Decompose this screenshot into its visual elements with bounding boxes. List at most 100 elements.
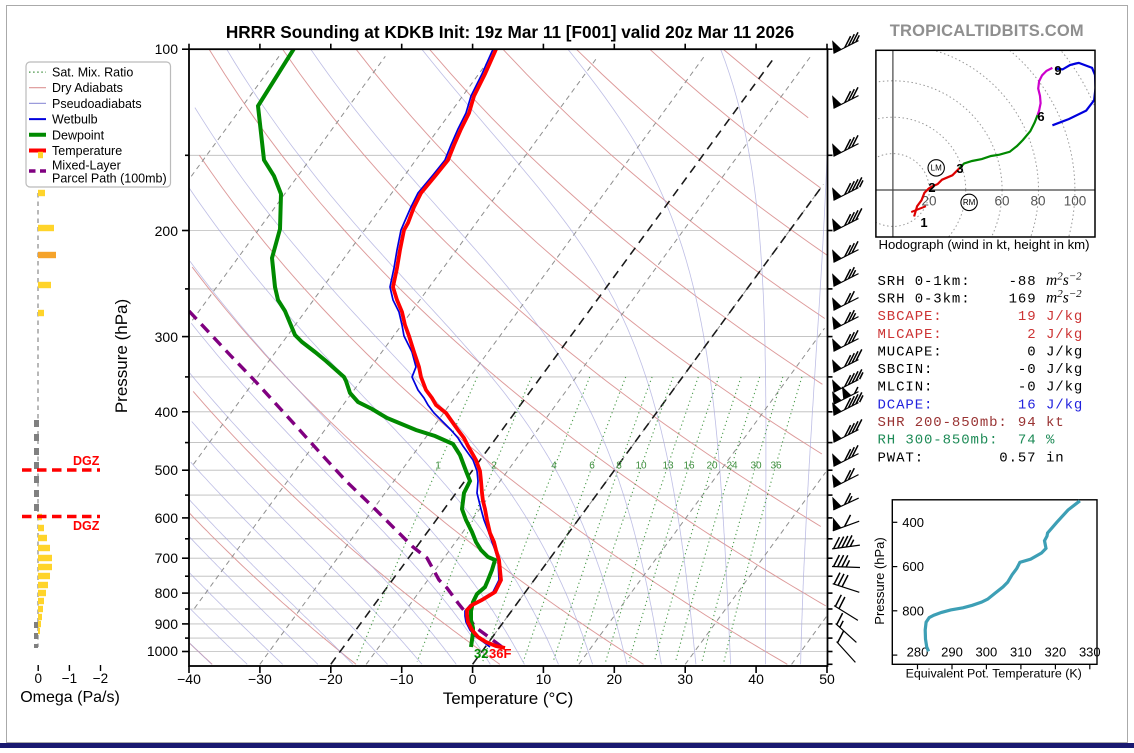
svg-text:J/kg: J/kg bbox=[1046, 309, 1083, 325]
svg-text:300: 300 bbox=[155, 329, 179, 345]
svg-text:−2: −2 bbox=[93, 671, 108, 686]
svg-text:0: 0 bbox=[469, 671, 477, 687]
svg-text:in: in bbox=[1046, 450, 1065, 466]
svg-text:J/kg: J/kg bbox=[1046, 362, 1083, 378]
svg-text:800: 800 bbox=[902, 603, 924, 618]
svg-text:800: 800 bbox=[155, 585, 179, 601]
svg-text:30: 30 bbox=[750, 461, 762, 472]
svg-text:LM: LM bbox=[931, 164, 942, 173]
svg-text:kt: kt bbox=[1046, 415, 1065, 431]
svg-text:400: 400 bbox=[902, 515, 924, 530]
svg-text:32: 32 bbox=[474, 646, 488, 661]
svg-text:36F: 36F bbox=[489, 646, 511, 661]
svg-text:2: 2 bbox=[928, 180, 935, 195]
svg-text:36: 36 bbox=[770, 461, 782, 472]
svg-text:600: 600 bbox=[155, 510, 179, 526]
svg-text:310: 310 bbox=[1010, 644, 1032, 659]
svg-text:16: 16 bbox=[1018, 397, 1037, 413]
svg-text:Sat. Mix. Ratio: Sat. Mix. Ratio bbox=[52, 66, 133, 80]
svg-text:1: 1 bbox=[920, 215, 927, 230]
svg-text:SBCAPE:: SBCAPE: bbox=[878, 309, 943, 325]
svg-text:80: 80 bbox=[1030, 194, 1045, 209]
svg-text:−40: −40 bbox=[177, 671, 201, 687]
svg-text:3: 3 bbox=[956, 161, 963, 176]
svg-text:280: 280 bbox=[907, 644, 929, 659]
svg-text:RH 300-850mb:: RH 300-850mb: bbox=[878, 433, 999, 449]
svg-text:290: 290 bbox=[941, 644, 963, 659]
svg-text:24: 24 bbox=[726, 461, 738, 472]
svg-text:9: 9 bbox=[1054, 63, 1061, 78]
svg-text:−10: −10 bbox=[390, 671, 414, 687]
svg-text:DCAPE:: DCAPE: bbox=[878, 397, 934, 413]
svg-text:700: 700 bbox=[155, 550, 179, 566]
svg-text:Temperature: Temperature bbox=[52, 144, 122, 158]
svg-text:200: 200 bbox=[155, 223, 179, 239]
svg-text:MUCAPE:: MUCAPE: bbox=[878, 344, 943, 360]
svg-text:DGZ: DGZ bbox=[73, 454, 100, 468]
svg-text:SRH 0-1km:: SRH 0-1km: bbox=[878, 274, 971, 290]
svg-text:Dewpoint: Dewpoint bbox=[52, 128, 105, 142]
svg-text:RM: RM bbox=[963, 198, 976, 207]
svg-text:94: 94 bbox=[1018, 415, 1037, 431]
svg-text:6: 6 bbox=[1037, 109, 1044, 124]
svg-text:0: 0 bbox=[1027, 344, 1036, 360]
svg-text:−1: −1 bbox=[62, 671, 77, 686]
svg-text:4: 4 bbox=[551, 461, 557, 472]
svg-text:1: 1 bbox=[435, 461, 441, 472]
svg-text:400: 400 bbox=[155, 404, 179, 420]
svg-text:100: 100 bbox=[1064, 194, 1087, 209]
svg-text:%: % bbox=[1046, 433, 1055, 449]
svg-text:MLCIN:: MLCIN: bbox=[878, 380, 934, 396]
svg-text:J/kg: J/kg bbox=[1046, 344, 1083, 360]
svg-text:20: 20 bbox=[706, 461, 718, 472]
svg-text:J/kg: J/kg bbox=[1046, 380, 1083, 396]
svg-text:SBCIN:: SBCIN: bbox=[878, 362, 934, 378]
svg-text:−30: −30 bbox=[248, 671, 272, 687]
svg-text:Parcel Path (100mb): Parcel Path (100mb) bbox=[52, 172, 167, 186]
svg-text:-88: -88 bbox=[1009, 274, 1037, 290]
svg-text:-0: -0 bbox=[1018, 362, 1037, 378]
svg-text:−20: −20 bbox=[319, 671, 343, 687]
svg-text:100: 100 bbox=[155, 41, 179, 57]
svg-text:Equivalent Pot. Temperature (K: Equivalent Pot. Temperature (K) bbox=[906, 667, 1082, 681]
svg-text:10: 10 bbox=[536, 671, 552, 687]
svg-text:330: 330 bbox=[1079, 644, 1101, 659]
svg-text:300: 300 bbox=[976, 644, 998, 659]
svg-text:10: 10 bbox=[635, 461, 647, 472]
svg-text:SHR 200-850mb:: SHR 200-850mb: bbox=[878, 415, 1008, 431]
svg-text:60: 60 bbox=[994, 194, 1009, 209]
svg-text:-0: -0 bbox=[1018, 380, 1037, 396]
svg-text:600: 600 bbox=[902, 559, 924, 574]
svg-text:Dry Adiabats: Dry Adiabats bbox=[52, 81, 123, 95]
svg-text:20: 20 bbox=[607, 671, 623, 687]
svg-text:HRRR Sounding at KDKB Init: 19: HRRR Sounding at KDKB Init: 19z Mar 11 [… bbox=[226, 22, 794, 42]
svg-text:MLCAPE:: MLCAPE: bbox=[878, 327, 943, 343]
svg-text:DGZ: DGZ bbox=[73, 519, 100, 533]
svg-text:900: 900 bbox=[155, 616, 179, 632]
svg-text:J/kg: J/kg bbox=[1046, 397, 1083, 413]
svg-text:Omega (Pa/s): Omega (Pa/s) bbox=[20, 689, 120, 706]
svg-text:SRH 0-3km:: SRH 0-3km: bbox=[878, 291, 971, 307]
svg-text:0: 0 bbox=[34, 671, 42, 686]
svg-text:J/kg: J/kg bbox=[1046, 327, 1083, 343]
svg-text:Pressure (hPa): Pressure (hPa) bbox=[872, 537, 887, 624]
svg-text:30: 30 bbox=[677, 671, 693, 687]
svg-text:Wetbulb: Wetbulb bbox=[52, 113, 98, 127]
svg-text:0.57: 0.57 bbox=[999, 450, 1036, 466]
svg-text:Temperature (°C): Temperature (°C) bbox=[443, 689, 574, 708]
svg-text:2: 2 bbox=[491, 461, 497, 472]
svg-text:Pressure (hPa): Pressure (hPa) bbox=[112, 299, 131, 413]
svg-text:TROPICALTIDBITS.COM: TROPICALTIDBITS.COM bbox=[890, 22, 1084, 40]
svg-text:320: 320 bbox=[1045, 644, 1067, 659]
svg-text:Mixed-Layer: Mixed-Layer bbox=[52, 159, 121, 173]
svg-text:8: 8 bbox=[616, 461, 622, 472]
svg-text:50: 50 bbox=[819, 671, 835, 687]
svg-text:20: 20 bbox=[921, 194, 936, 209]
svg-text:13: 13 bbox=[662, 461, 674, 472]
svg-text:500: 500 bbox=[155, 462, 179, 478]
svg-text:2: 2 bbox=[1027, 327, 1036, 343]
svg-text:19: 19 bbox=[1018, 309, 1037, 325]
svg-text:74: 74 bbox=[1018, 433, 1037, 449]
svg-text:Hodograph (wind in kt, height: Hodograph (wind in kt, height in km) bbox=[878, 237, 1089, 252]
svg-text:6: 6 bbox=[589, 461, 595, 472]
